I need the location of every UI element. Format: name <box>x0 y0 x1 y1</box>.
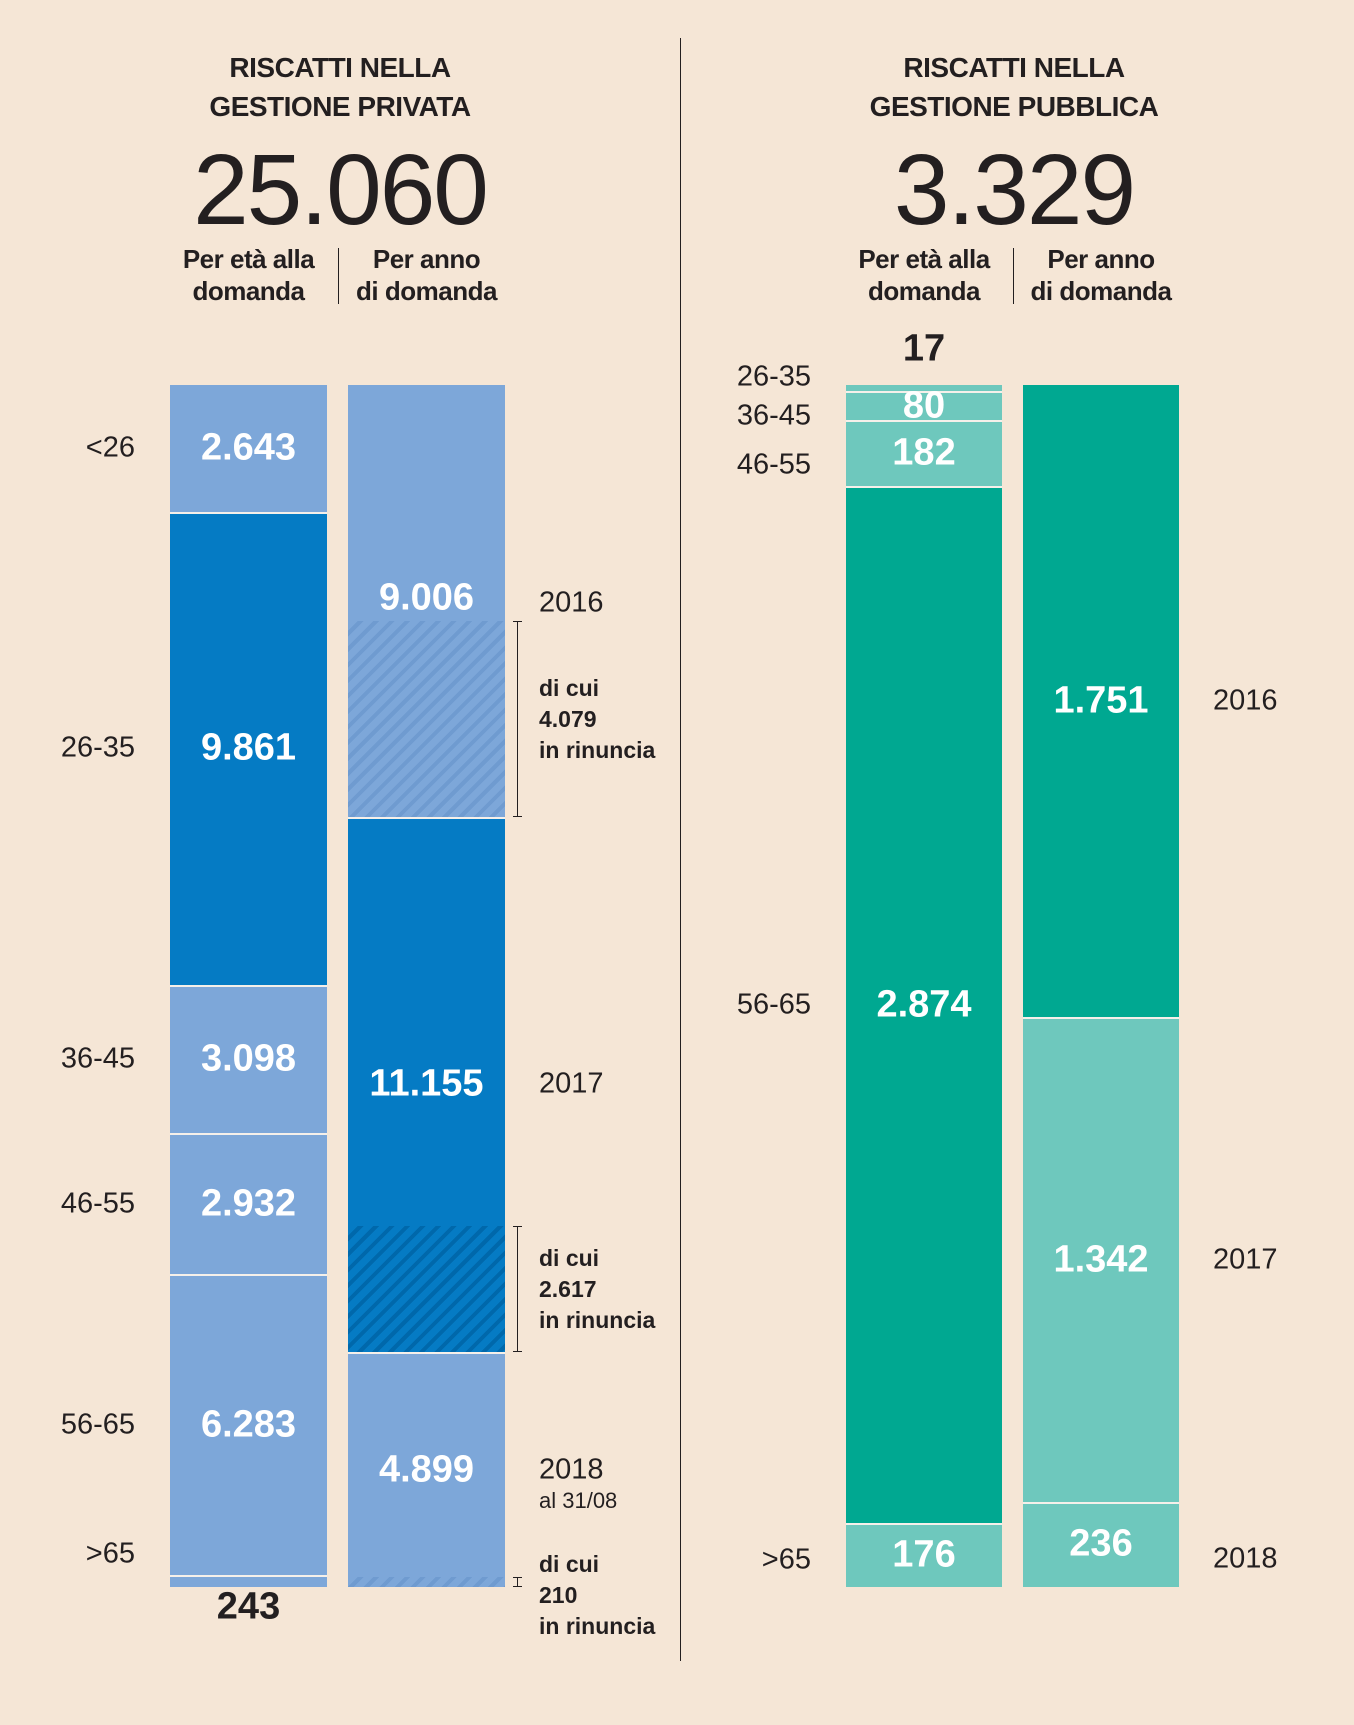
bar-segment-year <box>1023 1501 1179 1587</box>
age-label: 56-65 <box>60 1408 135 1441</box>
bar-value-label: 1.751 <box>1053 679 1149 722</box>
bar-value-label: 2.932 <box>200 1182 297 1225</box>
chart-total: 3.329 <box>893 134 1136 246</box>
chart-title-line: GESTIONE PUBBLICA <box>869 91 1159 122</box>
bar-segment-renuncia-hatched <box>348 1226 505 1352</box>
age-label: 26-35 <box>736 360 811 393</box>
bar-segment-age <box>170 1575 327 1587</box>
bar-segment-age <box>170 1273 327 1576</box>
renuncia-label: di cui <box>539 675 600 702</box>
renuncia-label: di cui <box>539 1550 600 1577</box>
bar-value-label: 6.283 <box>200 1403 297 1446</box>
chart-title-line: GESTIONE PRIVATA <box>209 91 471 122</box>
subhead-age: domanda <box>867 276 981 306</box>
chart-total: 25.060 <box>193 134 489 246</box>
year-label: 2018 <box>539 1453 604 1486</box>
bar-segment-age <box>846 391 1002 420</box>
bar-value-label: 80 <box>902 384 946 427</box>
age-label: 46-55 <box>60 1187 135 1220</box>
renuncia-label: 210 <box>539 1581 578 1608</box>
age-label: 26-35 <box>60 731 135 764</box>
bar-value-label: 243 <box>216 1585 281 1628</box>
renuncia-bracket <box>513 1226 522 1352</box>
subhead-age: Per età alla <box>182 244 315 274</box>
renuncia-label: 2.617 <box>539 1276 597 1303</box>
bar-value-label: 4.899 <box>378 1448 475 1490</box>
bar-value-label: 17 <box>902 327 946 370</box>
bar-segment-age <box>846 1523 1002 1587</box>
subhead-divider <box>337 248 339 304</box>
bar-segment-age <box>170 385 327 512</box>
subhead-divider <box>1012 248 1014 304</box>
age-label: >65 <box>85 1537 135 1570</box>
chart-title-line: RISCATTI NELLA <box>229 52 451 83</box>
subhead-age: domanda <box>192 276 305 306</box>
bar-value-label: 3.098 <box>200 1037 297 1080</box>
subhead-age: Per età alla <box>858 244 990 274</box>
age-label: 46-55 <box>736 448 811 481</box>
year-label: 2017 <box>1213 1243 1278 1275</box>
bar-segment-age <box>170 511 327 985</box>
age-label: >65 <box>761 1543 811 1576</box>
bar-value-label: 9.861 <box>200 726 297 769</box>
subhead-year: di domanda <box>1030 276 1172 306</box>
age-label: 36-45 <box>736 399 811 432</box>
bar-segment-age <box>170 984 327 1134</box>
subhead-year: Per anno <box>372 244 481 274</box>
renuncia-label: in rinuncia <box>539 1612 656 1639</box>
year-label: 2016 <box>539 586 604 619</box>
age-label: 56-65 <box>736 988 811 1021</box>
bar-value-label: 11.155 <box>369 1062 484 1105</box>
bar-value-label: 2.643 <box>200 426 297 469</box>
bar-value-label: 182 <box>892 431 956 474</box>
bar-value-label: 1.342 <box>1053 1238 1149 1280</box>
year-label: 2016 <box>1213 684 1278 717</box>
bar-value-label: 2.874 <box>876 983 972 1026</box>
bar-segment-age <box>846 485 1002 1524</box>
renuncia-bracket <box>513 1576 522 1588</box>
age-label: <26 <box>85 431 135 464</box>
chart-title-line: RISCATTI NELLA <box>903 52 1125 83</box>
subhead-year: Per anno <box>1047 244 1155 274</box>
bar-segment-year <box>1023 385 1179 1018</box>
bar-segment-age <box>846 385 1002 392</box>
bar-segment-renuncia-hatched <box>348 1576 505 1587</box>
bar-segment-age <box>170 1133 327 1274</box>
year-sublabel: al 31/08 <box>539 1488 618 1513</box>
bar-value-label: 236 <box>1069 1522 1133 1565</box>
bar-segment-year <box>1023 1017 1179 1502</box>
renuncia-label: in rinuncia <box>539 1307 656 1334</box>
panel-divider <box>680 38 681 1661</box>
bar-segment-age <box>846 420 1002 486</box>
bar-segment-renuncia-hatched <box>348 621 505 817</box>
year-label: 2018 <box>1213 1542 1278 1575</box>
age-label: 36-45 <box>60 1042 135 1075</box>
renuncia-label: di cui <box>539 1245 600 1272</box>
year-label: 2017 <box>539 1067 604 1100</box>
bar-segment-year <box>348 1352 505 1587</box>
renuncia-bracket <box>513 621 522 817</box>
renuncia-label: in rinuncia <box>539 737 656 764</box>
renuncia-label: 4.079 <box>539 706 597 733</box>
bar-value-label: 9.006 <box>378 576 475 619</box>
bar-value-label: 176 <box>892 1533 956 1576</box>
subhead-year: di domanda <box>356 276 497 306</box>
